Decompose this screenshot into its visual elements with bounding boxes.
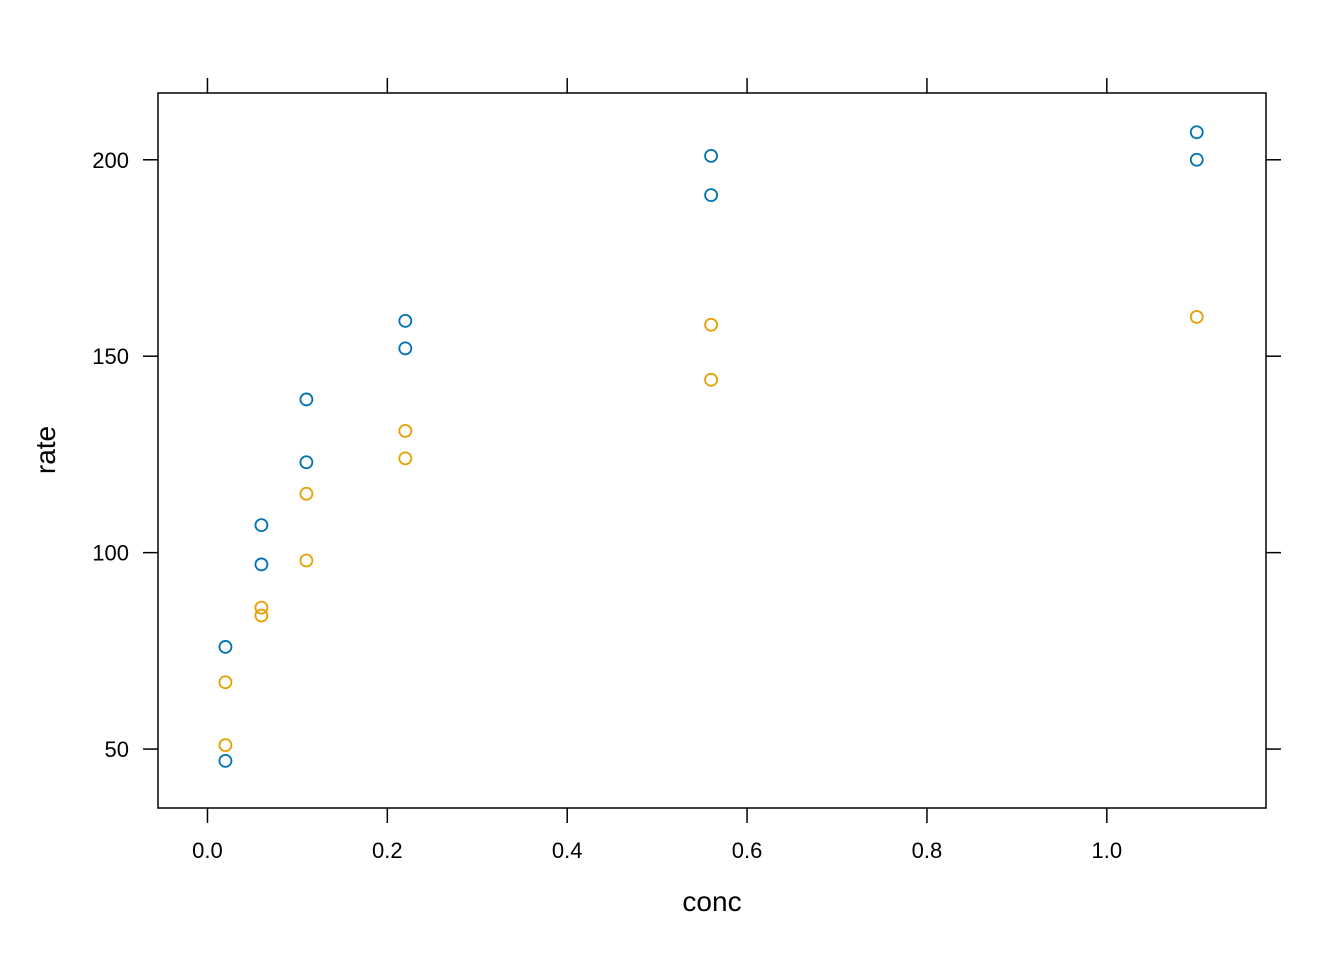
y-tick-label: 200 [92, 148, 129, 173]
data-point-series-1 [1189, 152, 1204, 167]
y-tick-label: 150 [92, 344, 129, 369]
data-point-series-1 [1189, 125, 1204, 140]
x-tick-label: 1.0 [1092, 838, 1123, 863]
y-tick-label: 100 [92, 541, 129, 566]
data-point-series-2 [299, 553, 314, 568]
data-point-series-1 [299, 455, 314, 470]
x-tick-label: 0.6 [732, 838, 763, 863]
data-point-series-2 [218, 675, 233, 690]
data-point-series-2 [218, 738, 233, 753]
data-point-series-1 [299, 392, 314, 407]
data-point-series-1 [254, 557, 269, 572]
data-point-series-1 [218, 753, 233, 768]
data-point-series-1 [704, 148, 719, 163]
data-point-series-2 [398, 451, 413, 466]
x-tick-label: 0.8 [912, 838, 943, 863]
data-point-series-1 [704, 188, 719, 203]
x-tick-label: 0.4 [552, 838, 583, 863]
data-point-series-1 [218, 640, 233, 654]
x-axis-label: conc [682, 886, 741, 917]
data-point-series-1 [398, 341, 413, 356]
data-point-series-1 [398, 313, 413, 328]
data-point-series-2 [299, 486, 314, 501]
data-point-series-2 [704, 372, 719, 387]
data-point-series-1 [254, 518, 269, 533]
y-tick-label: 50 [105, 737, 129, 762]
x-tick-label: 0.2 [372, 838, 403, 863]
data-point-series-2 [254, 600, 269, 615]
x-tick-label: 0.0 [192, 838, 223, 863]
data-point-series-2 [398, 423, 413, 438]
y-axis-label: rate [30, 426, 61, 474]
data-point-series-2 [1189, 310, 1204, 324]
data-point-series-2 [254, 608, 269, 623]
data-point-series-2 [704, 317, 719, 332]
plot-frame [157, 92, 1267, 809]
